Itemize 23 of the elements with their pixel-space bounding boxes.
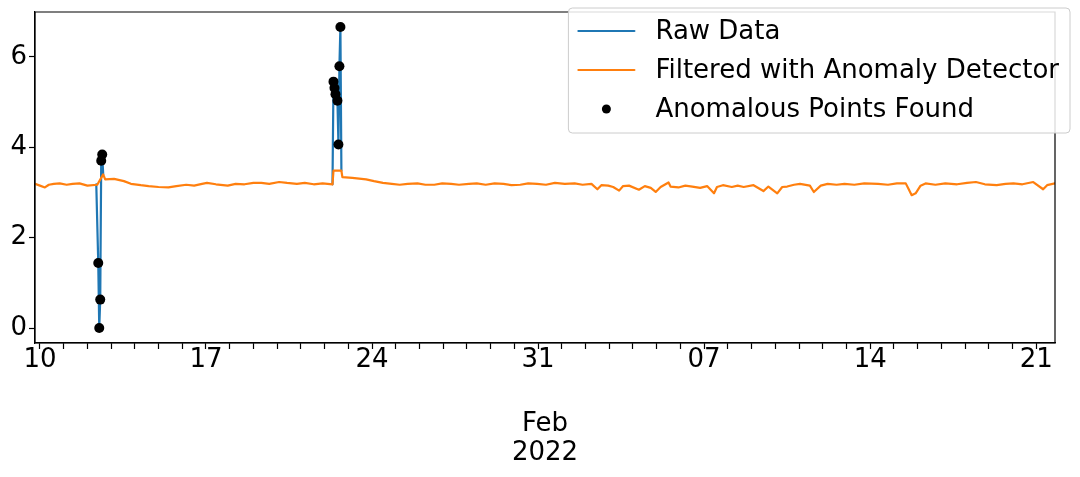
point bbox=[332, 95, 343, 106]
point bbox=[334, 61, 345, 72]
y-tick-label: 0 bbox=[10, 310, 27, 341]
x-tick-label: 21 bbox=[1019, 343, 1053, 374]
x-tick-label: 14 bbox=[853, 343, 887, 374]
x-tick-label: 24 bbox=[355, 343, 389, 374]
x-tick-label: 07 bbox=[687, 343, 721, 374]
point bbox=[335, 21, 346, 32]
legend-label: Raw Data bbox=[655, 14, 781, 45]
x-tick-label: 31 bbox=[521, 343, 555, 374]
point bbox=[94, 323, 105, 334]
point bbox=[95, 294, 106, 305]
legend-label: Filtered with Anomaly Detector bbox=[655, 53, 1060, 84]
point bbox=[97, 149, 108, 160]
x-axis-title: Feb 2022 bbox=[511, 406, 579, 466]
point bbox=[93, 257, 104, 268]
x-tick-label: 10 bbox=[23, 343, 57, 374]
y-tick-label: 2 bbox=[10, 220, 27, 251]
y-tick-label: 6 bbox=[10, 39, 27, 70]
legend-label: Anomalous Points Found bbox=[655, 92, 975, 123]
point bbox=[333, 139, 344, 150]
x-tick-label: 17 bbox=[189, 343, 223, 374]
y-tick-label: 4 bbox=[10, 129, 27, 160]
